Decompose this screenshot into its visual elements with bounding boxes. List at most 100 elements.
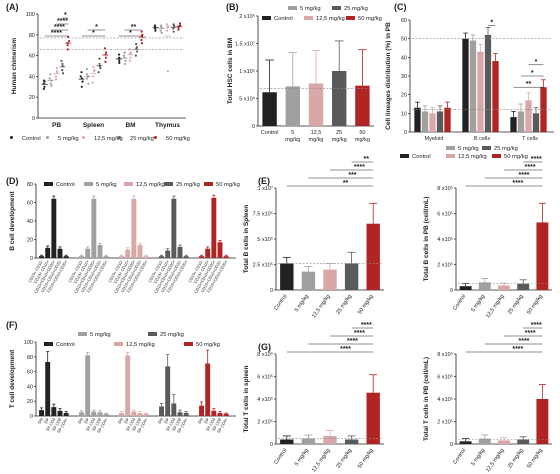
significance-label-A: **** bbox=[51, 30, 62, 37]
bar-C-1-1 bbox=[470, 41, 476, 132]
panel-label-C: (C) bbox=[394, 2, 407, 12]
x-tick-label-B: Control bbox=[261, 130, 279, 136]
data-point-A bbox=[160, 25, 162, 27]
y-tick-label-B: 0 bbox=[252, 124, 255, 130]
y-tick-label-F: 60 bbox=[27, 370, 33, 376]
legend-label: Control bbox=[274, 16, 293, 22]
bar-F-3-0 bbox=[159, 406, 164, 416]
y-tick-label-G2: 8 x10⁵ bbox=[437, 351, 453, 358]
bar-F-2-0 bbox=[119, 413, 124, 416]
bar-F-3-2 bbox=[171, 403, 176, 416]
significance-label-G2: **** bbox=[531, 322, 542, 329]
x-tick-label-E1: Control bbox=[273, 294, 288, 312]
legend-label: 25 mg/kg bbox=[130, 136, 154, 142]
legend-swatch bbox=[84, 182, 93, 186]
bar-D-3-3 bbox=[178, 247, 183, 258]
bar-E2-4 bbox=[536, 222, 548, 290]
bar-F-4-4 bbox=[224, 414, 229, 416]
bar-B-2 bbox=[309, 83, 323, 126]
bar-G1-4 bbox=[367, 393, 380, 444]
significance-label-E2: **** bbox=[525, 164, 536, 171]
legend-swatch bbox=[446, 146, 455, 150]
bar-D-2-2 bbox=[131, 199, 136, 258]
y-axis-label-G1: Total T cells in spleen bbox=[243, 365, 250, 432]
x-tick-label-G1: 12,5 mg/kg bbox=[311, 448, 332, 474]
legend-swatch bbox=[288, 6, 297, 10]
bar-E2-3 bbox=[517, 284, 529, 290]
bar-F-1-0 bbox=[79, 412, 84, 416]
data-point-A bbox=[67, 44, 69, 46]
data-point-A bbox=[61, 69, 63, 71]
bar-E1-1 bbox=[302, 272, 315, 290]
bar-F-4-0 bbox=[199, 406, 204, 416]
y-tick-label-C: 60 bbox=[401, 18, 407, 24]
legend-label: 25 mg/kg bbox=[176, 182, 200, 188]
x-tick-label-E1: 25 mg/kg bbox=[335, 294, 353, 316]
significance-label-E1: ** bbox=[343, 180, 349, 187]
bar-E1-4 bbox=[367, 224, 380, 290]
y-tick-label-B: 1 x10⁶ bbox=[239, 68, 255, 75]
panel-label-E1: (E) bbox=[258, 176, 270, 186]
data-point-A bbox=[173, 31, 175, 33]
significance-label-G1: **** bbox=[347, 338, 358, 345]
bar-F-0-1 bbox=[45, 362, 50, 416]
bar-D-0-1 bbox=[45, 248, 50, 258]
legend-label: 5 mg/kg bbox=[96, 182, 117, 188]
legend-label: 50 mg/kg bbox=[358, 16, 382, 22]
bar-D-4-2 bbox=[211, 198, 216, 258]
x-tick-label-B: 5 mg/kg bbox=[285, 130, 300, 143]
bar-C-2-1 bbox=[477, 52, 483, 132]
bar-F-4-2 bbox=[211, 411, 216, 416]
y-tick-label-F: 100 bbox=[24, 340, 33, 346]
y-tick-label-E2: 6 x10⁵ bbox=[437, 211, 453, 218]
y-tick-label-F: 0 bbox=[30, 414, 33, 420]
data-point-A bbox=[179, 22, 181, 24]
legend-swatch bbox=[124, 182, 133, 186]
significance-label-A: ** bbox=[131, 24, 137, 31]
legend-swatch bbox=[44, 342, 53, 346]
y-tick-label-A: 60 bbox=[29, 54, 35, 60]
significance-label-C: * bbox=[490, 20, 493, 27]
legend-swatch bbox=[446, 154, 455, 158]
significance-label-C: * bbox=[535, 59, 538, 66]
data-point-A bbox=[62, 72, 64, 74]
legend-swatch bbox=[118, 136, 121, 139]
y-tick-label-E2: 8 x10⁵ bbox=[437, 185, 453, 192]
bar-E1-0 bbox=[280, 263, 293, 290]
data-point-A bbox=[43, 81, 45, 83]
significance-label-A: **** bbox=[54, 24, 65, 31]
data-point-A bbox=[55, 75, 57, 77]
significance-label-E1: **** bbox=[354, 164, 365, 171]
x-tick-label-E2: 12,5 mg/kg bbox=[485, 294, 506, 320]
bar-F-4-3 bbox=[218, 413, 223, 416]
data-point-A bbox=[56, 70, 58, 72]
significance-label-A: * bbox=[92, 30, 95, 37]
significance-label-G1: **** bbox=[354, 330, 365, 337]
bar-D-1-0 bbox=[79, 256, 84, 258]
legend-swatch bbox=[184, 342, 193, 346]
bar-D-4-3 bbox=[218, 242, 223, 258]
bar-C-4-0 bbox=[444, 108, 450, 132]
data-point-A bbox=[129, 60, 131, 62]
legend-label: 12,5 mg/kg bbox=[458, 154, 487, 160]
data-point-A bbox=[92, 66, 94, 68]
data-point-A bbox=[140, 39, 142, 41]
data-point-A bbox=[86, 73, 88, 75]
panel-label-A: (A) bbox=[6, 2, 19, 12]
legend-label: 5 mg/kg bbox=[58, 136, 79, 142]
y-tick-label-D: 40 bbox=[27, 219, 33, 225]
y-axis-label-E1: Total B cells in Spleen bbox=[243, 205, 250, 274]
legend-swatch bbox=[114, 342, 123, 346]
data-point-A bbox=[136, 50, 138, 52]
bar-F-0-3 bbox=[58, 411, 63, 416]
x-tick-label-C: T cells bbox=[522, 136, 538, 142]
bar-D-3-1 bbox=[165, 251, 170, 258]
bar-C-0-0 bbox=[414, 108, 420, 132]
data-point-A bbox=[166, 30, 168, 32]
data-point-A bbox=[49, 77, 51, 79]
legend-swatch bbox=[164, 182, 173, 186]
bar-G2-2 bbox=[498, 440, 510, 444]
legend-label: 25 mg/kg bbox=[344, 6, 368, 12]
y-tick-label-B: 2 x10⁶ bbox=[239, 13, 255, 20]
